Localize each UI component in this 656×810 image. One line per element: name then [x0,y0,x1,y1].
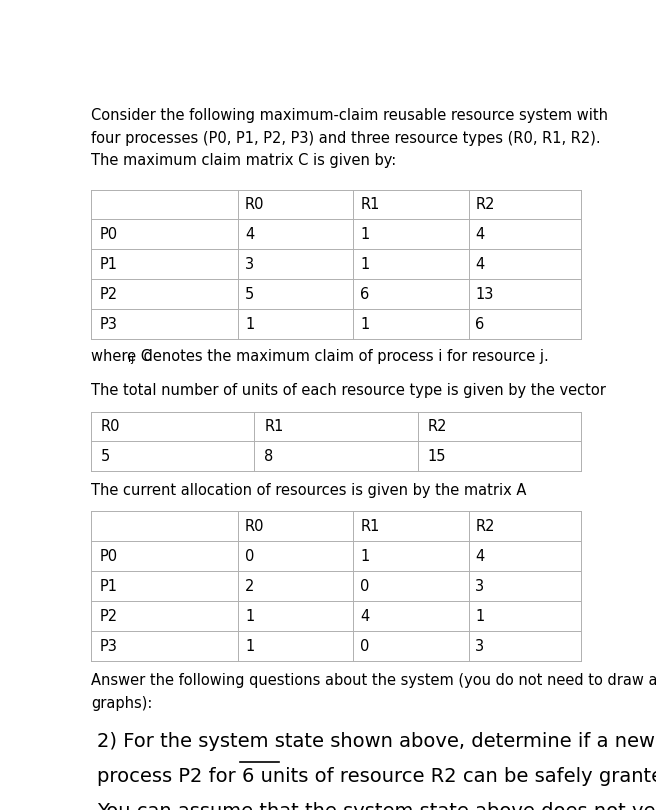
Text: 1: 1 [245,608,255,624]
Text: 4: 4 [245,227,255,242]
Text: ij: ij [129,353,134,364]
Text: graphs):: graphs): [91,696,153,711]
Text: 2: 2 [245,578,255,594]
Text: where C: where C [91,349,151,364]
Text: process P2 for 6 units of resource R2 can be safely granted. (Remark:: process P2 for 6 units of resource R2 ca… [97,767,656,786]
Text: P2: P2 [100,287,118,302]
Text: 6: 6 [476,317,485,332]
Text: R2: R2 [476,197,495,212]
Text: 4: 4 [476,548,485,564]
Text: R1: R1 [360,197,380,212]
Text: 1: 1 [360,227,369,242]
Text: P1: P1 [100,257,118,272]
Text: P0: P0 [100,548,118,564]
Text: 6: 6 [360,287,369,302]
Text: Answer the following questions about the system (you do not need to draw any: Answer the following questions about the… [91,673,656,688]
Text: 1: 1 [360,257,369,272]
Text: denotes the maximum claim of process i for resource j.: denotes the maximum claim of process i f… [140,349,549,364]
Text: P2: P2 [100,608,118,624]
Text: 0: 0 [360,578,369,594]
Text: 0: 0 [245,548,255,564]
Text: 15: 15 [427,449,446,464]
Text: four processes (P0, P1, P2, P3) and three resource types (R0, R1, R2).: four processes (P0, P1, P2, P3) and thre… [91,131,601,146]
Text: The current allocation of resources is given by the matrix A: The current allocation of resources is g… [91,483,527,497]
Text: P3: P3 [100,317,118,332]
Text: 13: 13 [476,287,494,302]
Text: 0: 0 [360,638,369,654]
Text: 3: 3 [476,638,484,654]
Text: 4: 4 [476,227,485,242]
Text: 3: 3 [476,578,484,594]
Text: P0: P0 [100,227,118,242]
Text: R0: R0 [245,519,264,534]
Text: 4: 4 [360,608,369,624]
Text: R1: R1 [264,419,283,434]
Text: P3: P3 [100,638,118,654]
Text: 1: 1 [476,608,485,624]
Text: Consider the following maximum-claim reusable resource system with: Consider the following maximum-claim reu… [91,109,608,123]
Text: 1: 1 [360,548,369,564]
Text: 3: 3 [245,257,255,272]
Text: 5: 5 [101,449,110,464]
Text: R0: R0 [245,197,264,212]
Text: The total number of units of each resource type is given by the vector: The total number of units of each resour… [91,383,606,398]
Text: R2: R2 [427,419,447,434]
Text: You can assume that the system state above does not yet take into: You can assume that the system state abo… [97,802,656,810]
Text: 2) For the system state shown above, determine if a new request by: 2) For the system state shown above, det… [97,732,656,751]
Text: P1: P1 [100,578,118,594]
Text: R0: R0 [101,419,121,434]
Text: 1: 1 [245,638,255,654]
Text: 1: 1 [360,317,369,332]
Text: 4: 4 [476,257,485,272]
Text: 8: 8 [264,449,274,464]
Text: 5: 5 [245,287,255,302]
Text: The maximum claim matrix C is given by:: The maximum claim matrix C is given by: [91,153,396,168]
Text: R1: R1 [360,519,380,534]
Text: R2: R2 [476,519,495,534]
Text: 1: 1 [245,317,255,332]
